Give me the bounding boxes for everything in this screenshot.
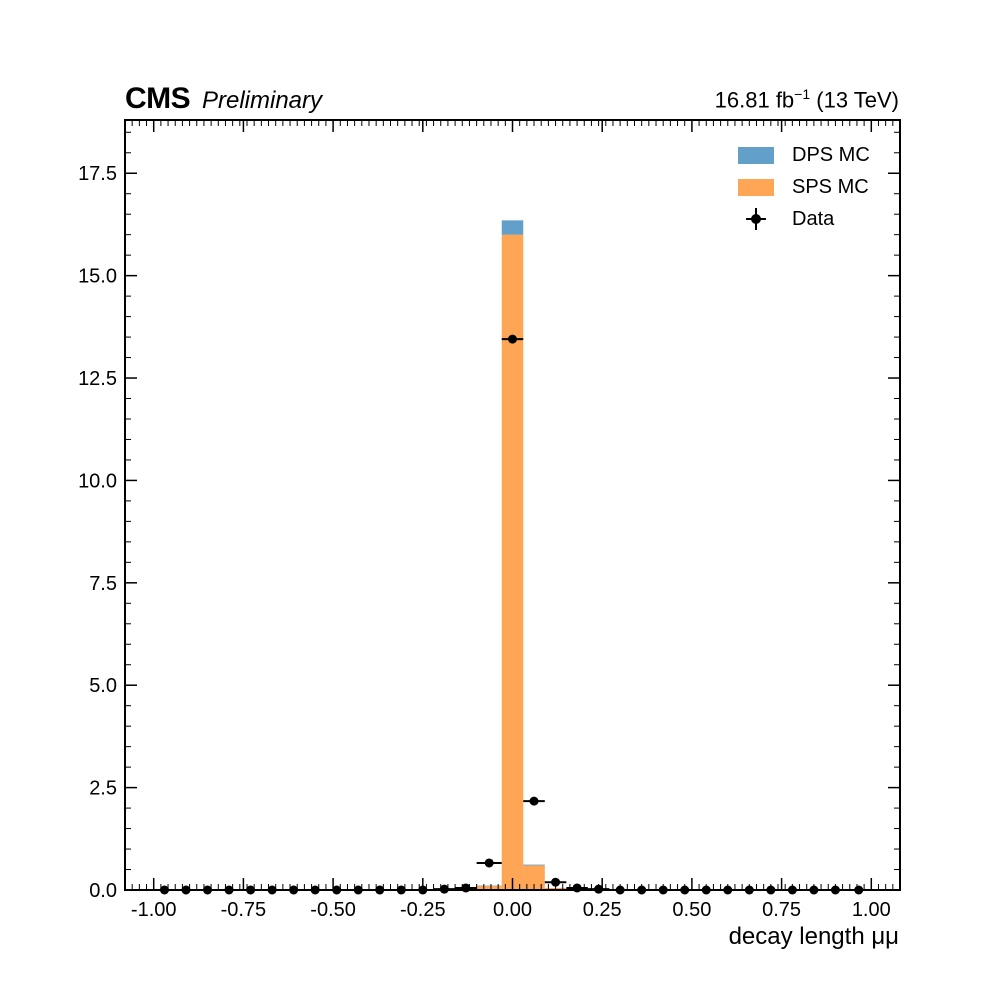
luminosity-value: 16.81 fb (714, 87, 795, 113)
bar-sps-mc (501, 234, 524, 890)
legend-marker-data (738, 207, 774, 231)
x-tick-label: 0.25 (583, 899, 622, 921)
legend-item-data: Data (738, 203, 870, 235)
x-tick-label: 0.50 (672, 899, 711, 921)
x-tick-label: -0.75 (221, 899, 267, 921)
x-tick-label: 0.75 (762, 899, 801, 921)
y-tick-label: 5.0 (89, 675, 117, 697)
bar-dps-mc (501, 220, 524, 235)
legend-label-sps: SPS MC (792, 175, 869, 198)
data-point (484, 858, 494, 868)
y-tick-label: 0.0 (89, 880, 117, 902)
data-point (529, 796, 539, 806)
luminosity-label: 16.81 fb−1 (13 TeV) (715, 86, 899, 113)
y-tick-label: 15.0 (78, 266, 117, 288)
data-point (551, 877, 561, 887)
legend-swatch-dps (738, 146, 774, 164)
legend-label-data: Data (792, 207, 835, 230)
axis-ticks: -1.00 -0.75 -0.50 -0.25 0.00 0.25 0.50 0.75 1.00… (78, 120, 901, 921)
bar-sps-mc (476, 885, 502, 890)
legend-item-dps: DPS MC (738, 139, 870, 171)
bar-dps-mc (523, 864, 545, 866)
plot-frame (124, 119, 901, 891)
status-label: Preliminary (202, 87, 323, 114)
luminosity-exponent: −1 (794, 86, 811, 102)
bar-sps-mc (523, 865, 545, 890)
y-tick-label: 10.0 (78, 470, 117, 492)
energy-value: (13 TeV) (810, 87, 899, 113)
legend-label-dps: DPS MC (792, 143, 870, 166)
x-tick-label: -0.50 (310, 899, 356, 921)
x-tick-label: -1.00 (131, 899, 177, 921)
legend-swatch-sps (738, 178, 774, 196)
x-tick-label: 0.00 (493, 899, 532, 921)
y-tick-label: 12.5 (78, 368, 117, 390)
legend: DPS MC SPS MC Data (738, 139, 870, 235)
data-point (508, 334, 517, 344)
x-tick-label: -0.25 (400, 899, 446, 921)
experiment-label: CMS (125, 82, 191, 115)
histogram-bars (433, 220, 610, 890)
x-axis-label: decay length μμ (728, 923, 899, 950)
y-tick-label: 7.5 (89, 573, 117, 595)
y-tick-label: 2.5 (89, 778, 117, 800)
y-tick-label: 17.5 (78, 163, 117, 185)
x-tick-label: 1.00 (852, 899, 891, 921)
legend-item-sps: SPS MC (738, 171, 870, 203)
